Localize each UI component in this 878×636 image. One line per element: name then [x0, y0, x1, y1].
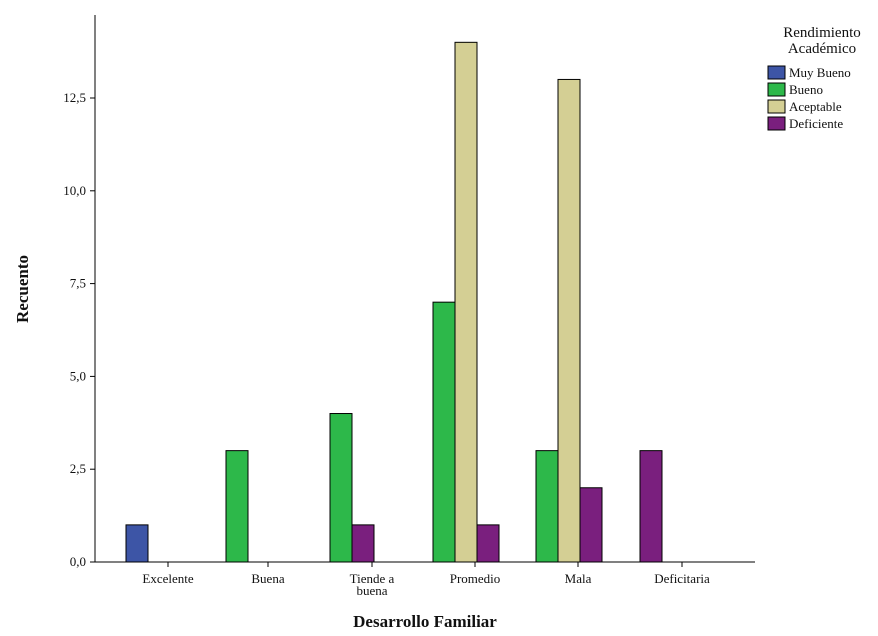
x-tick-label: Tiende a buena: [350, 571, 395, 598]
y-tick-label: 5,0: [70, 368, 86, 383]
y-tick-label: 2,5: [70, 461, 86, 476]
legend-label: Aceptable: [789, 99, 842, 114]
x-tick-label: Excelente: [142, 571, 193, 586]
x-tick-label: Deficitaria: [654, 571, 710, 586]
legend-label: Deficiente: [789, 116, 843, 131]
axes-layer: [90, 15, 755, 567]
y-tick-label: 7,5: [70, 276, 86, 291]
legend-swatch: [767, 65, 786, 80]
x-tick-label: Buena: [251, 571, 284, 586]
y-tick-label: 0,0: [70, 554, 86, 569]
x-tick-label: Mala: [565, 571, 592, 586]
legend-swatch: [767, 99, 786, 114]
bar-bueno-promedio: [432, 301, 456, 563]
x-axis-title: Desarrollo Familiar: [353, 612, 497, 631]
bar-aceptable-mala: [557, 78, 581, 563]
bar-deficiente-deficitaria: [639, 450, 663, 563]
legend-swatch: [767, 116, 786, 131]
bar-muy-bueno-excelente: [125, 524, 149, 563]
bar-bueno-tiende-a-buena: [329, 413, 353, 563]
legend-swatch: [767, 82, 786, 97]
bar-deficiente-mala: [579, 487, 603, 563]
bars-layer: [125, 41, 663, 563]
y-tick-label: 10,0: [63, 183, 86, 198]
legend: Rendimiento Académico Muy Bueno Bueno Acepta…: [767, 25, 861, 131]
bar-bueno-mala: [535, 450, 559, 563]
labels-layer: 0,0 2,5 5,0 7,5 10,0 12,5 Excelente Buena Tiende…: [13, 90, 710, 631]
y-axis-title: Recuento: [13, 255, 32, 323]
legend-title: Rendimiento Académico: [783, 25, 861, 57]
bar-aceptable-promedio: [454, 41, 478, 563]
bar-deficiente-tiende-a-buena: [351, 524, 375, 563]
x-tick-label: Promedio: [450, 571, 501, 586]
legend-label: Muy Bueno: [789, 65, 851, 80]
y-tick-label: 12,5: [63, 90, 86, 105]
legend-label: Bueno: [789, 82, 823, 97]
bar-deficiente-promedio: [476, 524, 500, 563]
bar-bueno-buena: [225, 450, 249, 563]
